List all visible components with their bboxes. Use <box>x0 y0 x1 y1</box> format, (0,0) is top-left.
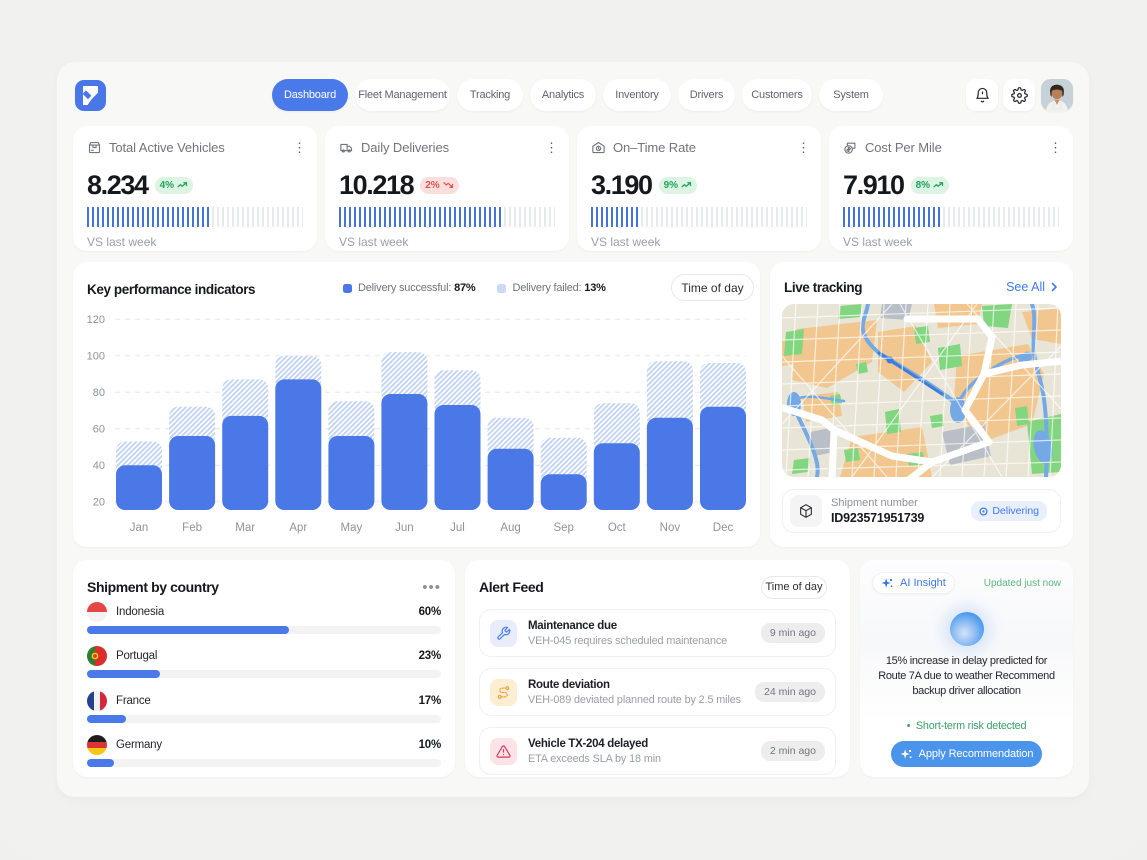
svg-text:60: 60 <box>93 424 105 436</box>
svg-text:Jul: Jul <box>450 522 465 534</box>
svg-text:Dec: Dec <box>713 522 734 534</box>
svg-text:Mar: Mar <box>235 522 255 534</box>
svg-text:Apr: Apr <box>289 522 307 534</box>
svg-text:Feb: Feb <box>182 522 202 534</box>
svg-text:Aug: Aug <box>500 522 520 534</box>
svg-text:May: May <box>341 522 363 534</box>
svg-text:Jan: Jan <box>130 522 149 534</box>
svg-text:Oct: Oct <box>608 522 627 534</box>
svg-text:Sep: Sep <box>553 522 573 534</box>
svg-text:40: 40 <box>93 460 105 472</box>
svg-text:Nov: Nov <box>660 522 681 534</box>
svg-text:80: 80 <box>93 387 105 399</box>
svg-text:Jun: Jun <box>395 522 414 534</box>
svg-text:120: 120 <box>87 314 105 326</box>
svg-text:100: 100 <box>87 351 105 363</box>
svg-text:20: 20 <box>93 497 105 509</box>
